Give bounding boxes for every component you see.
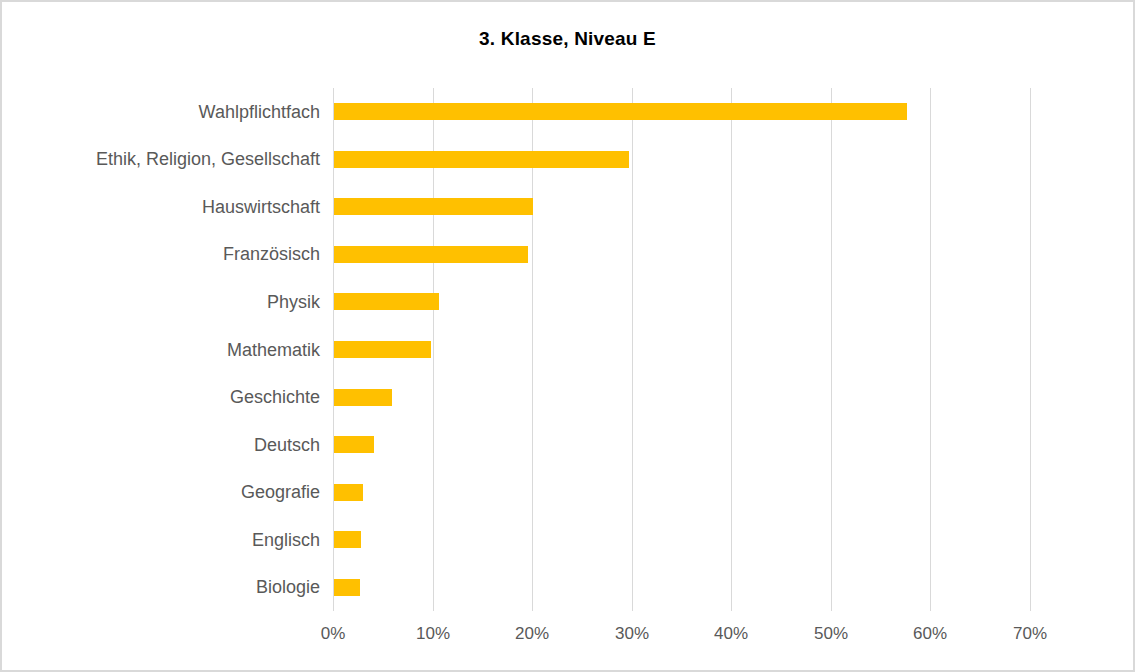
x-tick-label: 40% (714, 624, 748, 644)
x-tick-label: 50% (814, 624, 848, 644)
bar (334, 436, 374, 453)
plot-area (333, 88, 1030, 611)
x-tick-label: 0% (321, 624, 346, 644)
bar (334, 246, 528, 263)
gridline (831, 88, 832, 611)
bar (334, 531, 361, 548)
category-label: Deutsch (2, 435, 320, 456)
gridline (731, 88, 732, 611)
category-label: Wahlpflichtfach (2, 102, 320, 123)
gridline (632, 88, 633, 611)
category-label: Physik (2, 292, 320, 313)
category-label: Geografie (2, 482, 320, 503)
bar (334, 484, 363, 501)
x-tick-label: 10% (416, 624, 450, 644)
gridline (930, 88, 931, 611)
chart-title: 3. Klasse, Niveau E (2, 28, 1133, 50)
category-label: Hauswirtschaft (2, 197, 320, 218)
category-label: Geschichte (2, 387, 320, 408)
category-label: Ethik, Religion, Gesellschaft (2, 149, 320, 170)
x-tick-label: 60% (913, 624, 947, 644)
bar (334, 151, 629, 168)
bar (334, 389, 392, 406)
bar (334, 293, 439, 310)
category-axis: Wahlpflichtfach Ethik, Religion, Gesellsc… (2, 88, 320, 611)
bar (334, 103, 907, 120)
category-label: Mathematik (2, 340, 320, 361)
x-tick-label: 30% (615, 624, 649, 644)
category-label: Englisch (2, 530, 320, 551)
category-label: Französisch (2, 244, 320, 265)
x-tick-label: 20% (515, 624, 549, 644)
gridline (1030, 88, 1031, 611)
category-label: Biologie (2, 577, 320, 598)
bar (334, 579, 360, 596)
x-tick-label: 70% (1013, 624, 1047, 644)
bar (334, 198, 533, 215)
bar-chart: 3. Klasse, Niveau E Wahlpflichtfach Ethik… (0, 0, 1135, 672)
bar (334, 341, 431, 358)
value-axis: 0%10%20%30%40%50%60%70% (333, 624, 1030, 650)
